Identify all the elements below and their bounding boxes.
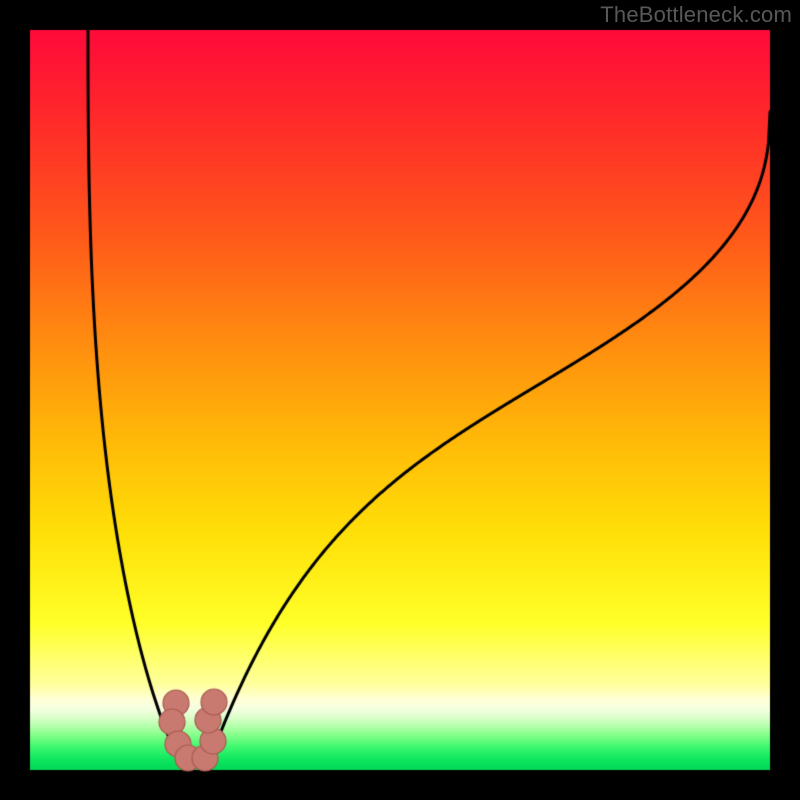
bottleneck-chart-canvas: [0, 0, 800, 800]
chart-container: TheBottleneck.com: [0, 0, 800, 800]
